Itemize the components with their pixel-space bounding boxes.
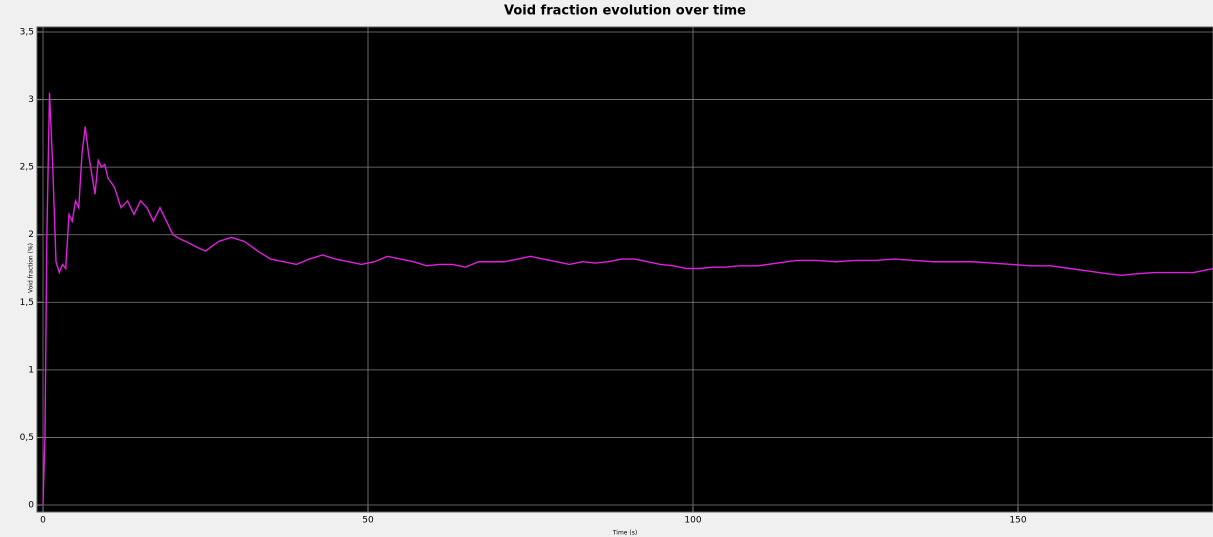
x-tick-label: 50 bbox=[362, 516, 374, 526]
x-tick-label: 0 bbox=[40, 516, 46, 526]
y-axis-label: Void fraction (%) bbox=[28, 243, 35, 293]
x-axis-label: Time (s) bbox=[612, 530, 637, 537]
x-tick-label: 150 bbox=[1009, 516, 1026, 526]
data-line bbox=[42, 92, 1213, 506]
y-tick-label: 1,5 bbox=[20, 298, 34, 308]
plot-area bbox=[36, 26, 1213, 513]
y-tick-label: 2 bbox=[28, 230, 34, 240]
chart-title: Void fraction evolution over time bbox=[504, 4, 746, 19]
y-tick-label: 3,5 bbox=[20, 28, 34, 38]
y-tick-label: 1 bbox=[28, 365, 34, 375]
y-tick-label: 0,5 bbox=[20, 433, 34, 443]
y-tick-label: 0 bbox=[28, 501, 34, 511]
x-tick-label: 100 bbox=[684, 516, 701, 526]
y-tick-label: 3 bbox=[28, 95, 34, 105]
y-tick-label: 2,5 bbox=[20, 163, 34, 173]
